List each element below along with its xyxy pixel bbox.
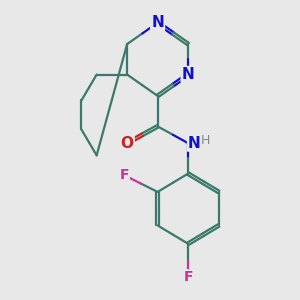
Text: N: N — [151, 15, 164, 30]
Text: O: O — [121, 136, 134, 151]
Text: N: N — [182, 67, 194, 82]
Text: F: F — [183, 270, 193, 284]
Text: H: H — [201, 134, 210, 147]
Text: N: N — [188, 136, 201, 151]
Text: F: F — [119, 168, 129, 182]
